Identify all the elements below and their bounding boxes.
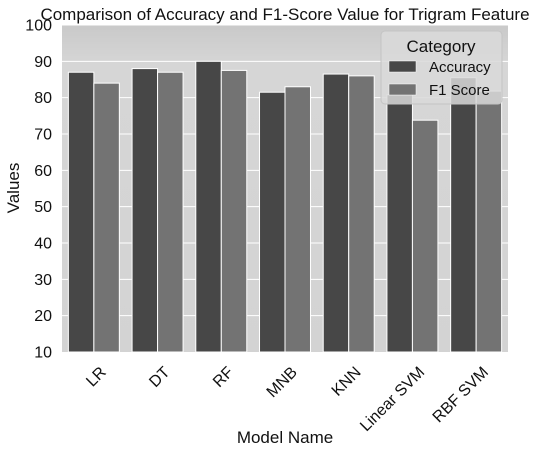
- legend-label-accuracy: Accuracy: [429, 59, 491, 76]
- x-tick-label: KNN: [329, 364, 365, 400]
- bar-f1-score: [220, 69, 248, 353]
- bar-f1-score: [93, 82, 120, 353]
- y-tick-label: 60: [34, 163, 52, 180]
- bar-f1-score: [284, 86, 311, 353]
- legend-swatch-accuracy: [388, 60, 417, 73]
- x-tick-label: DT: [146, 364, 173, 391]
- y-tick-labels: 10 20 30 40 50 60 70 80 90 100: [25, 18, 52, 362]
- y-tick-label: 80: [34, 90, 52, 107]
- x-tick-label: MNB: [264, 364, 301, 401]
- x-tick-label: Linear SVM: [357, 364, 428, 435]
- x-tick-label: LR: [83, 364, 109, 390]
- bars: [67, 60, 503, 353]
- y-tick-label: 30: [34, 272, 52, 289]
- bar-f1-score: [157, 71, 184, 353]
- bar-accuracy: [195, 60, 222, 353]
- chart-title: Comparison of Accuracy and F1-Score Valu…: [40, 5, 529, 24]
- legend: Category Accuracy F1 Score: [380, 30, 503, 105]
- x-tick-label: RF: [210, 364, 237, 391]
- legend-label-f1-score: F1 Score: [429, 82, 490, 99]
- legend-title: Category: [407, 37, 476, 56]
- y-tick-label: 90: [34, 54, 52, 71]
- y-axis-label: Values: [4, 163, 23, 214]
- bar-accuracy: [322, 73, 350, 353]
- x-tick-label: RBF SVM: [430, 364, 492, 426]
- x-axis-label: Model Name: [237, 428, 333, 447]
- y-tick-label: 70: [34, 127, 52, 144]
- bar-accuracy: [131, 68, 159, 353]
- bar-f1-score: [348, 75, 375, 353]
- y-tick-label: 20: [34, 308, 52, 325]
- legend-swatch-f1-score: [388, 83, 417, 96]
- bar-accuracy: [67, 71, 95, 353]
- y-tick-label: 10: [34, 345, 52, 362]
- bar-f1-score: [411, 119, 439, 353]
- y-tick-label: 50: [34, 199, 52, 216]
- bar-accuracy: [386, 94, 413, 353]
- bar-accuracy: [450, 77, 477, 353]
- bar-accuracy: [259, 91, 286, 353]
- y-tick-label: 100: [25, 18, 52, 35]
- bar-f1-score: [475, 90, 503, 353]
- y-tick-label: 40: [34, 236, 52, 253]
